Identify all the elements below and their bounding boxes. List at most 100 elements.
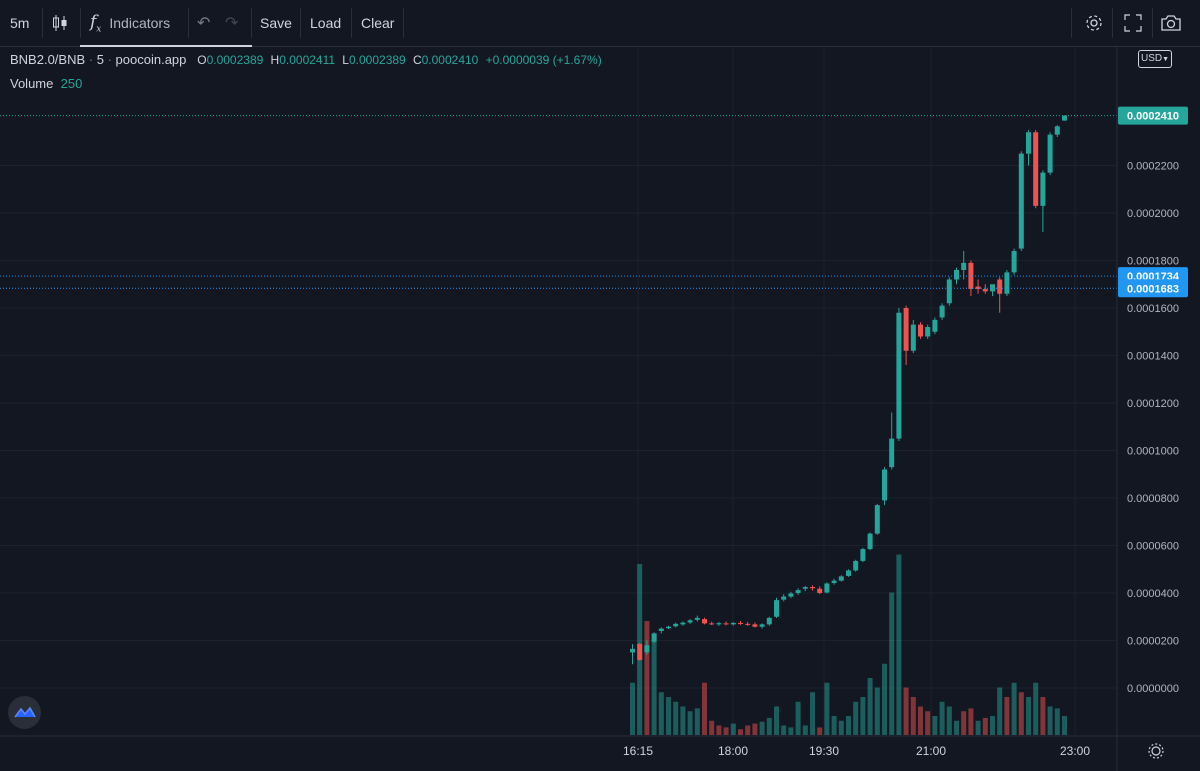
volume-bar [838, 720, 844, 735]
save-button[interactable]: Save [260, 0, 292, 46]
volume-legend: Volume 250 [10, 76, 82, 91]
candle-body [910, 324, 916, 351]
currency-selector[interactable]: USD▼ [1138, 50, 1172, 68]
volume-bar [673, 701, 679, 735]
clear-label: Clear [361, 15, 395, 31]
volume-bar [1047, 706, 1053, 735]
volume-bar [990, 716, 995, 735]
settings-button[interactable] [1083, 0, 1105, 46]
volume-bar [846, 716, 851, 735]
candle-body [961, 262, 967, 270]
undo-button[interactable]: ↶ [197, 0, 210, 46]
candle-body [1033, 132, 1039, 206]
candle-body [694, 617, 700, 620]
divider [80, 8, 81, 38]
candle-body [709, 623, 715, 625]
volume-bar [889, 592, 895, 735]
tradingview-logo-icon [14, 706, 36, 718]
function-icon: fx [90, 11, 102, 35]
volume-bar [680, 706, 686, 735]
volume-bar [896, 554, 902, 735]
volume-bar [925, 711, 931, 735]
volume-label: Volume [10, 76, 54, 91]
chart-type-button[interactable] [50, 0, 70, 46]
save-label: Save [260, 15, 292, 31]
candle-body [903, 308, 909, 351]
volume-bar [795, 701, 801, 735]
price-tick-label: 0.0000600 [1127, 541, 1179, 553]
divider [351, 8, 352, 38]
candle-body [946, 279, 952, 304]
volume-bar [651, 640, 657, 735]
candle-body [1026, 132, 1031, 154]
candle-body [853, 560, 859, 571]
candle-body [846, 570, 851, 576]
volume-bar [781, 725, 787, 735]
divider [188, 8, 189, 38]
time-tick-label: 16:15 [623, 744, 653, 758]
time-axis-settings-icon[interactable] [1148, 743, 1164, 759]
candle-body [954, 270, 959, 280]
candle-body [673, 623, 679, 627]
price-tag [1118, 106, 1188, 125]
indicators-button[interactable]: fx Indicators [90, 0, 170, 46]
volume-bar [759, 721, 765, 735]
candle-body [637, 644, 643, 660]
price-tick-label: 0.0001000 [1127, 446, 1179, 458]
close-value: 0.0002410 [421, 53, 479, 67]
volume-bar [802, 725, 808, 735]
load-button[interactable]: Load [310, 0, 341, 46]
symbol-interval: 5 [96, 52, 104, 67]
candle-body [939, 305, 945, 318]
divider [42, 8, 43, 38]
volume-bar [954, 720, 959, 735]
volume-bar [730, 723, 736, 735]
candle-body [730, 622, 736, 625]
symbol-name[interactable]: BNB2.0/BNB [10, 52, 86, 67]
logo-button[interactable] [8, 696, 41, 729]
clear-button[interactable]: Clear [361, 0, 394, 46]
fullscreen-button[interactable] [1124, 0, 1142, 46]
candle-body [867, 533, 873, 550]
price-tick-label: 0.0001600 [1127, 303, 1179, 315]
price-tick-label: 0.0000200 [1127, 636, 1179, 648]
volume-bar [910, 697, 916, 735]
volume-bar [932, 716, 938, 735]
volume-bar [702, 682, 707, 735]
candle-body [1047, 134, 1053, 173]
volume-bar [997, 687, 1003, 735]
time-tick-label: 21:00 [916, 744, 946, 758]
low-value: 0.0002389 [348, 53, 406, 67]
interval-button[interactable]: 5m [10, 0, 29, 46]
price-chart[interactable]: 0.0000000 0.0000200 0.0000400 0.0000600 0.00… [0, 47, 1200, 771]
candle-body [781, 596, 787, 600]
volume-bar [709, 720, 715, 735]
candle-body [788, 593, 794, 597]
divider [251, 8, 252, 38]
low-label: L [342, 53, 349, 67]
candle-body [630, 648, 635, 653]
volume-bar [666, 697, 671, 735]
active-tab-indicator [80, 45, 252, 47]
candle-body [1054, 126, 1060, 135]
candle-body [1004, 272, 1010, 294]
volume-bar [716, 725, 722, 735]
volume-bars [630, 554, 1067, 735]
candle-body [925, 327, 931, 337]
candle-body [745, 623, 751, 625]
candle-body [723, 623, 729, 625]
volume-bar [817, 727, 823, 735]
candle-body [990, 284, 995, 292]
volume-bar [918, 706, 923, 735]
volume-bar [694, 708, 700, 735]
candle-body [702, 619, 707, 624]
volume-bar [982, 717, 988, 735]
screenshot-button[interactable] [1160, 0, 1182, 46]
redo-button[interactable]: ↷ [225, 0, 238, 46]
candle-body [666, 626, 671, 629]
ohlc-legend: BNB2.0/BNB · 5 · poocoin.app O0.0002389 … [10, 52, 602, 67]
load-label: Load [310, 15, 342, 31]
symbol-source: poocoin.app [115, 52, 187, 67]
high-label: H [270, 53, 280, 67]
close-label: C [412, 53, 422, 67]
